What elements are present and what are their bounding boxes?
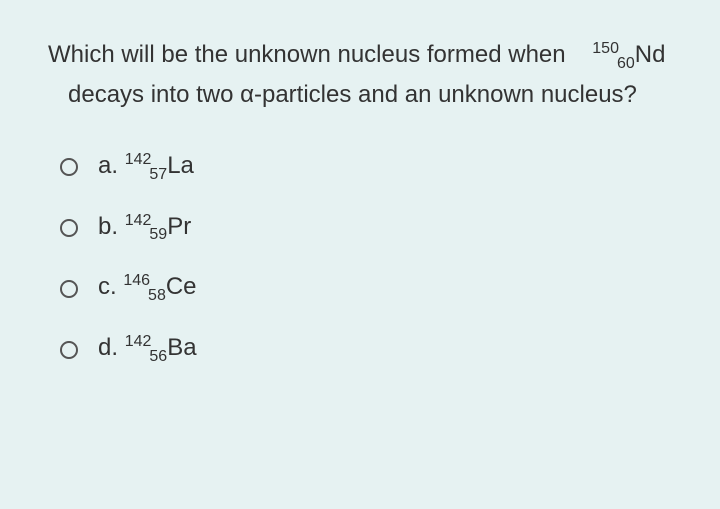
option-atomic: 57 (149, 166, 167, 183)
option-a-text: a. 14257La (98, 151, 194, 184)
question-nuclide: 15060Nd (592, 41, 665, 68)
option-symbol: Pr (167, 213, 191, 240)
option-mass: 142 (125, 151, 152, 168)
question-suffix: decays into two α-particles and an unkno… (68, 81, 637, 108)
option-symbol: La (167, 152, 194, 179)
option-symbol: Ce (166, 273, 197, 300)
option-symbol: Ba (167, 334, 196, 361)
radio-c[interactable] (60, 280, 78, 298)
option-d[interactable]: d. 14256Ba (60, 333, 672, 366)
question-symbol: Nd (635, 41, 666, 68)
option-mass: 142 (125, 333, 152, 350)
question-prefix: Which will be the unknown nucleus formed… (48, 41, 566, 68)
option-nuclide: 14658Ce (123, 273, 196, 300)
option-atomic: 58 (148, 287, 166, 304)
option-letter: d. (98, 334, 118, 361)
option-c[interactable]: c. 14658Ce (60, 272, 672, 305)
option-b[interactable]: b. 14259Pr (60, 212, 672, 245)
option-nuclide: 14256Ba (125, 334, 197, 361)
option-mass: 142 (125, 212, 152, 229)
option-nuclide: 14257La (125, 152, 194, 179)
question-atomic: 60 (617, 55, 635, 72)
option-d-text: d. 14256Ba (98, 333, 197, 366)
option-letter: b. (98, 213, 118, 240)
option-letter: c. (98, 273, 117, 300)
option-c-text: c. 14658Ce (98, 272, 197, 305)
option-letter: a. (98, 152, 118, 179)
radio-d[interactable] (60, 341, 78, 359)
radio-a[interactable] (60, 158, 78, 176)
option-mass: 146 (123, 272, 150, 289)
radio-b[interactable] (60, 219, 78, 237)
option-atomic: 56 (149, 348, 167, 365)
question-text: Which will be the unknown nucleus formed… (48, 36, 672, 115)
option-b-text: b. 14259Pr (98, 212, 191, 245)
option-atomic: 59 (149, 226, 167, 243)
option-a[interactable]: a. 14257La (60, 151, 672, 184)
question-mass: 150 (592, 40, 619, 57)
option-nuclide: 14259Pr (125, 213, 192, 240)
options-list: a. 14257La b. 14259Pr c. 14658Ce d. 1425… (60, 151, 672, 366)
